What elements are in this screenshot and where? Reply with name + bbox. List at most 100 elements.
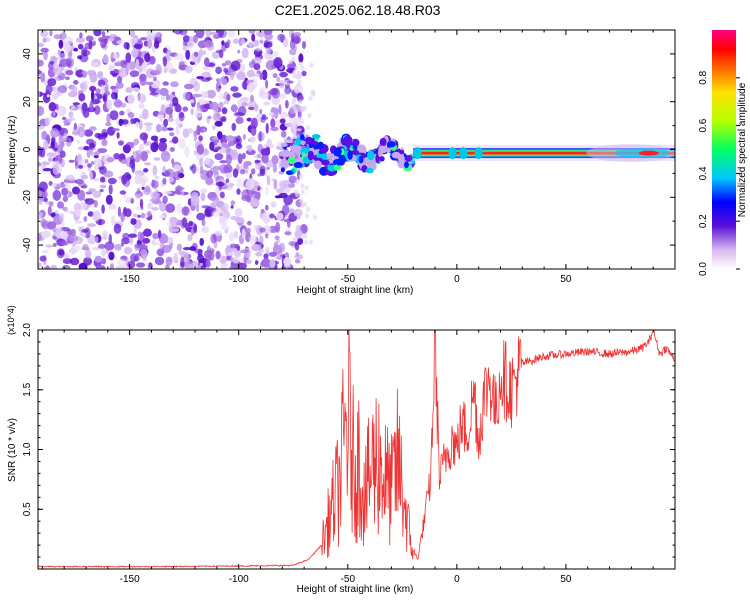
noise-blob	[162, 177, 167, 185]
noise-blob	[273, 179, 278, 190]
noise-blob	[283, 38, 289, 48]
noise-blob	[235, 143, 243, 150]
noise-blob	[276, 250, 283, 260]
noise-blob	[226, 39, 231, 45]
noise-blob	[204, 40, 214, 48]
noise-blob	[202, 50, 206, 56]
noise-blob	[41, 230, 51, 238]
noise-blob	[40, 72, 46, 83]
noise-blob	[234, 243, 240, 250]
noise-blob	[176, 203, 183, 214]
noise-blob	[89, 85, 97, 92]
noise-blob	[42, 161, 51, 166]
noise-blob	[165, 256, 173, 266]
noise-blob	[93, 178, 100, 182]
noise-blob	[173, 252, 178, 261]
noise-blob	[241, 101, 248, 107]
noise-blob	[278, 104, 282, 115]
noise-blob	[256, 70, 262, 75]
noise-blob	[159, 215, 166, 219]
noise-blob	[140, 212, 145, 219]
noise-blob	[86, 148, 91, 159]
onset-blob	[387, 141, 396, 148]
noise-blob	[227, 69, 237, 77]
noise-blob	[302, 41, 306, 49]
noise-blob	[230, 247, 238, 253]
noise-blob	[39, 255, 47, 262]
noise-blob	[89, 101, 94, 112]
noise-blob	[218, 101, 224, 109]
noise-blob	[141, 108, 149, 120]
noise-blob	[227, 251, 235, 256]
noise-blob	[200, 192, 206, 202]
noise-blob	[73, 80, 79, 85]
noise-blob	[144, 162, 152, 166]
noise-blob	[178, 250, 186, 256]
noise-blob	[52, 235, 57, 240]
noise-blob	[68, 234, 79, 242]
onset-blob	[280, 149, 291, 158]
noise-blob	[275, 221, 281, 233]
noise-blob	[140, 151, 148, 162]
noise-blob	[146, 39, 153, 49]
noise-blob	[259, 72, 264, 80]
noise-blob	[189, 99, 195, 104]
noise-blob	[239, 169, 246, 175]
noise-blob	[172, 136, 179, 144]
noise-blob	[250, 94, 254, 103]
noise-blob	[293, 32, 302, 37]
noise-blob	[105, 122, 112, 127]
noise-blob	[158, 141, 168, 152]
noise-blob	[256, 30, 266, 38]
noise-blob	[260, 148, 269, 156]
noise-blob	[45, 37, 51, 42]
noise-blob	[209, 31, 219, 36]
noise-blob	[101, 230, 108, 241]
noise-blob	[237, 153, 243, 165]
noise-blob	[90, 71, 95, 78]
noise-blob	[99, 184, 107, 189]
noise-blob	[75, 220, 83, 224]
onset-blob	[367, 150, 375, 161]
noise-blob	[88, 188, 96, 193]
noise-blob	[206, 170, 214, 179]
noise-blob	[241, 47, 249, 59]
noise-blob	[125, 87, 133, 93]
noise-blob	[154, 175, 160, 180]
noise-blob	[228, 231, 235, 242]
noise-blob	[38, 262, 42, 268]
noise-blob	[162, 165, 166, 174]
onset-blob	[320, 166, 326, 176]
noise-blob	[65, 174, 75, 182]
noise-blob	[205, 76, 213, 81]
noise-blob	[308, 239, 313, 245]
onset-blob	[359, 147, 366, 153]
noise-blob	[259, 108, 263, 115]
noise-blob	[73, 202, 82, 213]
noise-blob	[266, 175, 271, 186]
noise-blob	[101, 258, 107, 265]
noise-blob	[160, 150, 171, 162]
noise-blob	[242, 152, 246, 160]
noise-blob	[292, 69, 297, 75]
noise-blob	[99, 189, 104, 193]
noise-blob	[261, 258, 271, 268]
noise-blob	[272, 163, 277, 173]
noise-blob	[264, 167, 268, 179]
noise-blob	[113, 53, 119, 60]
noise-blob	[254, 159, 261, 163]
colorbar	[712, 30, 736, 269]
noise-blob	[294, 37, 300, 45]
y-tick-label: 1.5	[22, 382, 33, 396]
noise-blob	[80, 49, 91, 56]
noise-blob	[48, 201, 54, 207]
noise-blob	[109, 263, 115, 269]
noise-blob	[119, 110, 125, 116]
noise-blob	[219, 164, 229, 174]
noise-blob	[263, 41, 273, 48]
onset-blob	[316, 153, 324, 158]
noise-blob	[196, 76, 205, 80]
noise-blob	[276, 188, 283, 194]
noise-blob	[232, 92, 242, 98]
y-tick-label: 20	[22, 96, 33, 108]
